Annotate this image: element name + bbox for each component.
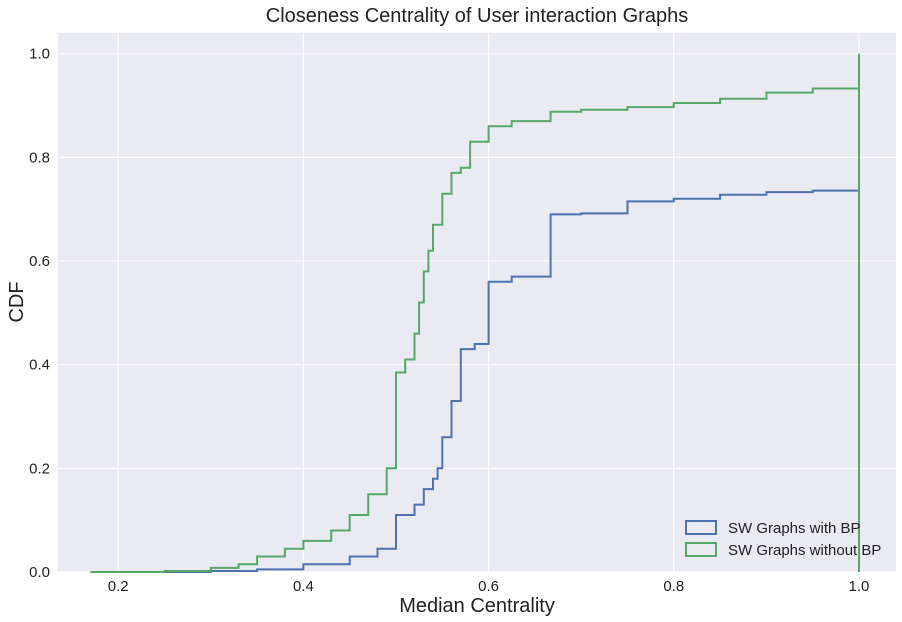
x-tick-label: 1.0 [849, 578, 870, 595]
y-tick-label: 0.8 [29, 149, 50, 166]
chart-title: Closeness Centrality of User interaction… [266, 5, 688, 27]
x-tick-label: 0.2 [108, 578, 129, 595]
x-tick-label: 0.8 [663, 578, 684, 595]
legend-label-without-bp: SW Graphs without BP [728, 542, 881, 559]
y-tick-label: 1.0 [29, 46, 50, 63]
y-axis-label: CDF [6, 281, 28, 322]
x-axis-label: Median Centrality [399, 595, 555, 617]
series-line-with-bp [90, 53, 860, 573]
x-tick-label: 0.4 [293, 578, 314, 595]
legend-swatch-without-bp [685, 542, 717, 557]
y-tick-label: 0.0 [29, 564, 50, 581]
y-tick-label: 0.2 [29, 460, 50, 477]
legend-swatch-with-bp [685, 520, 717, 535]
y-tick-label: 0.6 [29, 253, 50, 270]
x-tick-label: 0.6 [478, 578, 499, 595]
legend-label-with-bp: SW Graphs with BP [728, 520, 861, 537]
legend: SW Graphs with BP SW Graphs without BP [685, 520, 881, 559]
series-line-without-bp [90, 53, 860, 573]
plot-background [58, 33, 896, 572]
y-tick-labels: 0.0 0.2 0.4 0.6 0.8 1.0 [29, 46, 50, 581]
series-lines [90, 53, 860, 573]
y-tick-label: 0.4 [29, 357, 50, 374]
x-tick-labels: 0.2 0.4 0.6 0.8 1.0 [108, 578, 870, 595]
